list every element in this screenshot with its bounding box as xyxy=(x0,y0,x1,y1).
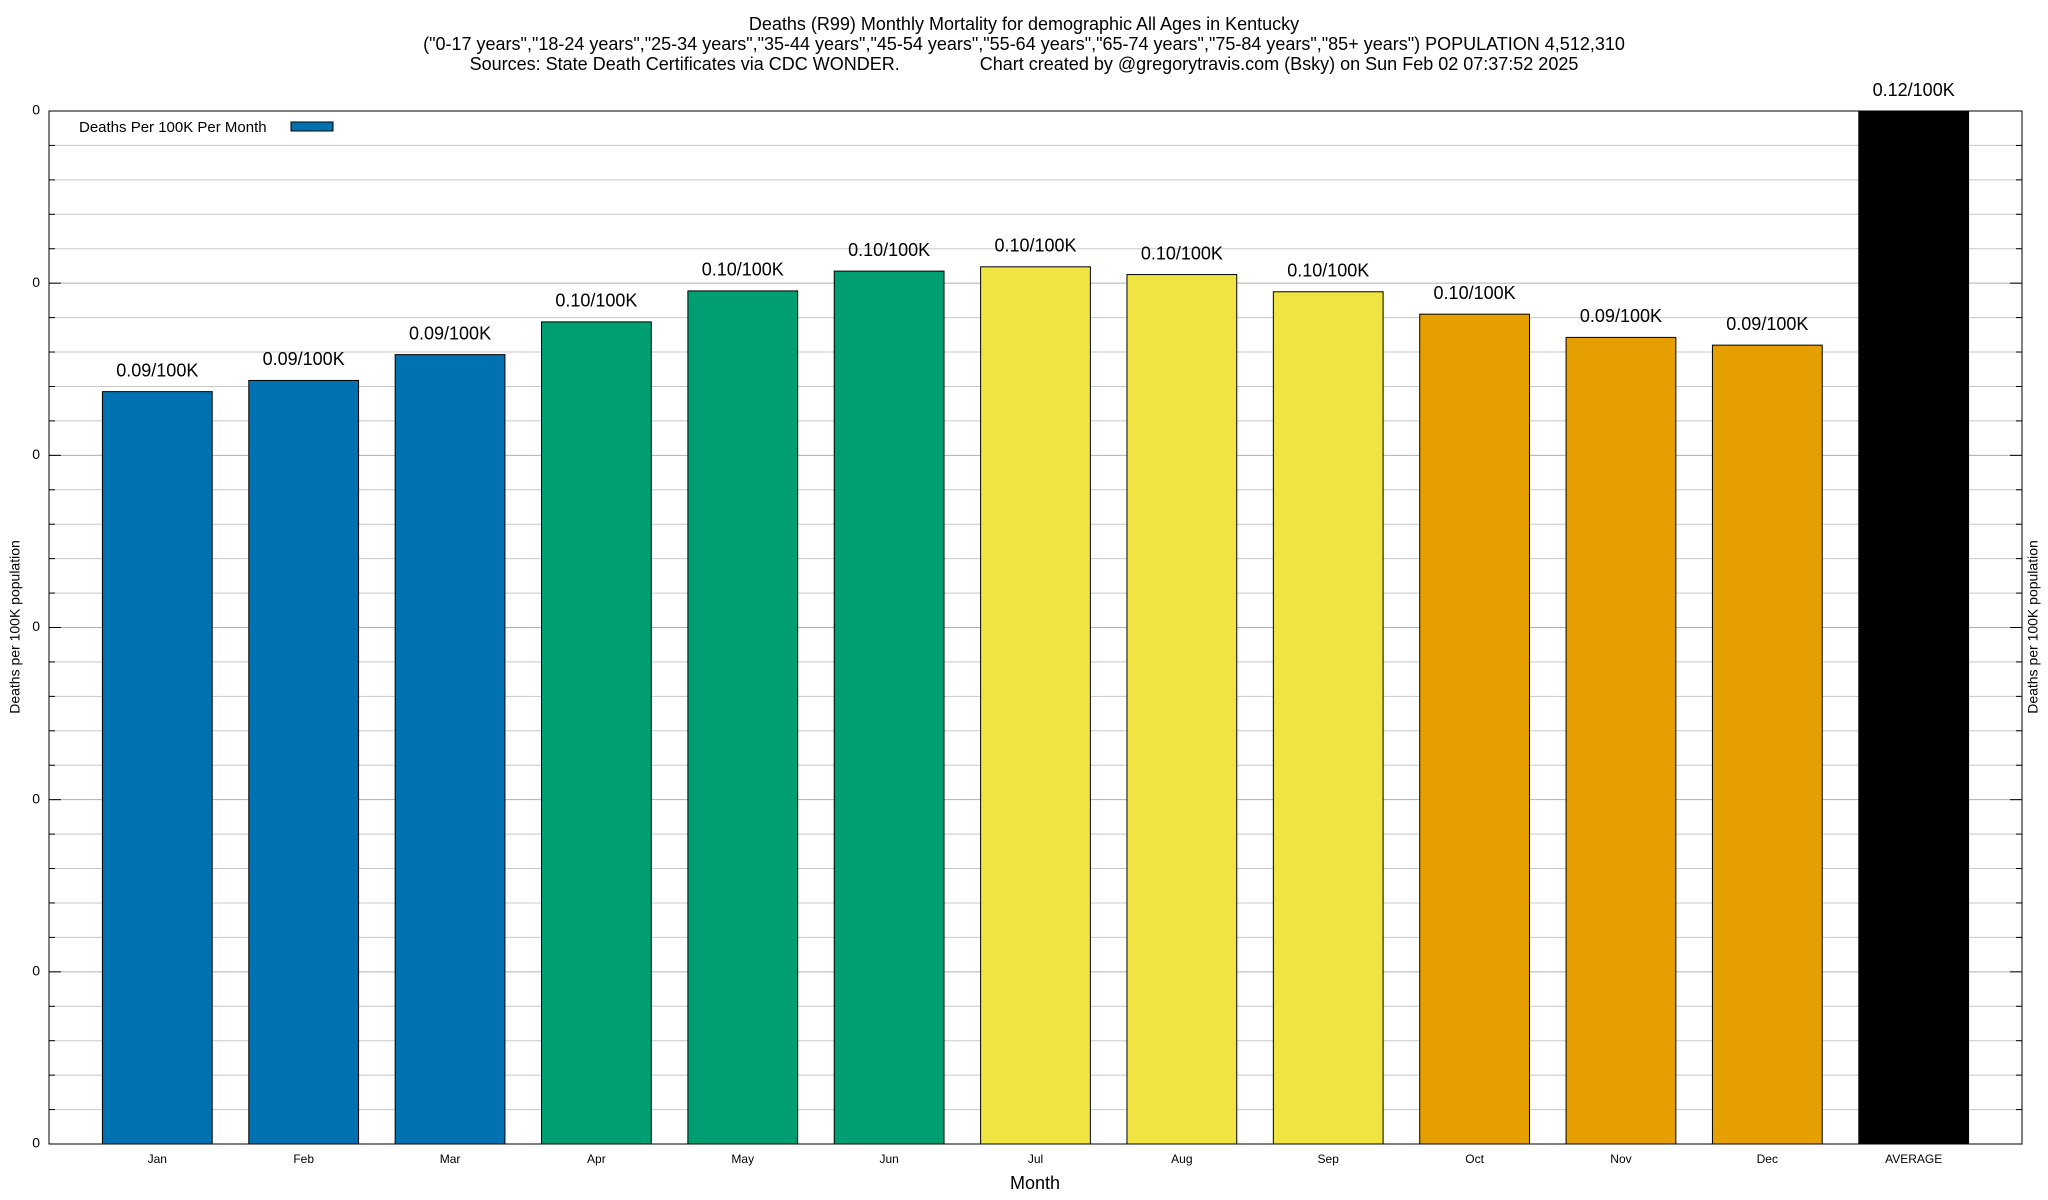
value-label: 0.10/100K xyxy=(994,236,1076,256)
plot-frame xyxy=(48,110,2023,1145)
bar xyxy=(833,270,945,1145)
y-axis-label-right: Deaths per 100K population xyxy=(2025,540,2041,714)
bar xyxy=(394,354,506,1145)
x-tick-label: Oct xyxy=(1465,1152,1484,1166)
bar xyxy=(980,266,1091,1145)
x-tick-label: Aug xyxy=(1171,1152,1192,1166)
x-tick-label: Nov xyxy=(1610,1152,1631,1166)
x-tick-label: Mar xyxy=(440,1152,461,1166)
x-tick-label: AVERAGE xyxy=(1885,1152,1942,1166)
chart-subtitle: ("0-17 years","18-24 years","25-34 years… xyxy=(423,34,1625,54)
x-tick-label: Jul xyxy=(1028,1152,1043,1166)
y-tick-label: 0 xyxy=(32,790,40,806)
legend-swatch xyxy=(290,121,334,132)
chart-source: Sources: State Death Certificates via CD… xyxy=(470,54,1579,74)
value-label: 0.10/100K xyxy=(702,260,784,280)
value-label: 0.09/100K xyxy=(1726,314,1808,334)
y-axis-label: Deaths per 100K population xyxy=(7,540,23,714)
value-label: 0.12/100K xyxy=(1873,80,1955,100)
value-label: 0.09/100K xyxy=(409,323,491,343)
bar xyxy=(541,321,652,1145)
bar xyxy=(101,391,213,1145)
x-tick-label: Sep xyxy=(1318,1152,1340,1166)
y-tick-label: 0 xyxy=(32,963,40,979)
value-label: 0.10/100K xyxy=(1287,261,1369,281)
y-tick-label: 0 xyxy=(32,618,40,634)
bar xyxy=(687,290,799,1145)
bar xyxy=(1272,291,1384,1145)
bar xyxy=(1565,336,1677,1145)
y-tick-label: 0 xyxy=(32,446,40,462)
value-label: 0.10/100K xyxy=(848,240,930,260)
legend-label: Deaths Per 100K Per Month xyxy=(79,119,267,136)
x-tick-label: Dec xyxy=(1757,1152,1778,1166)
value-label: 0.10/100K xyxy=(1434,283,1516,303)
value-label: 0.09/100K xyxy=(263,349,345,369)
y-tick-label: 0 xyxy=(32,1135,40,1151)
value-label: 0.10/100K xyxy=(1141,243,1223,263)
x-tick-label: May xyxy=(731,1152,754,1166)
x-tick-label: Apr xyxy=(587,1152,606,1166)
y-tick-label: 0 xyxy=(32,102,40,118)
x-tick-label: Feb xyxy=(293,1152,314,1166)
bar xyxy=(1419,313,1530,1145)
x-tick-label: Jan xyxy=(148,1152,167,1166)
bar xyxy=(1858,110,1970,1145)
value-label: 0.09/100K xyxy=(1580,306,1662,326)
chart-title: Deaths (R99) Monthly Mortality for demog… xyxy=(749,14,1299,34)
x-axis-label: Month xyxy=(1010,1173,1060,1193)
bar xyxy=(1711,344,1823,1145)
bar xyxy=(248,379,360,1145)
bar xyxy=(1126,274,1238,1145)
y-tick-label: 0 xyxy=(32,274,40,290)
value-label: 0.10/100K xyxy=(555,291,637,311)
value-label: 0.09/100K xyxy=(116,360,198,380)
x-tick-label: Jun xyxy=(879,1152,898,1166)
